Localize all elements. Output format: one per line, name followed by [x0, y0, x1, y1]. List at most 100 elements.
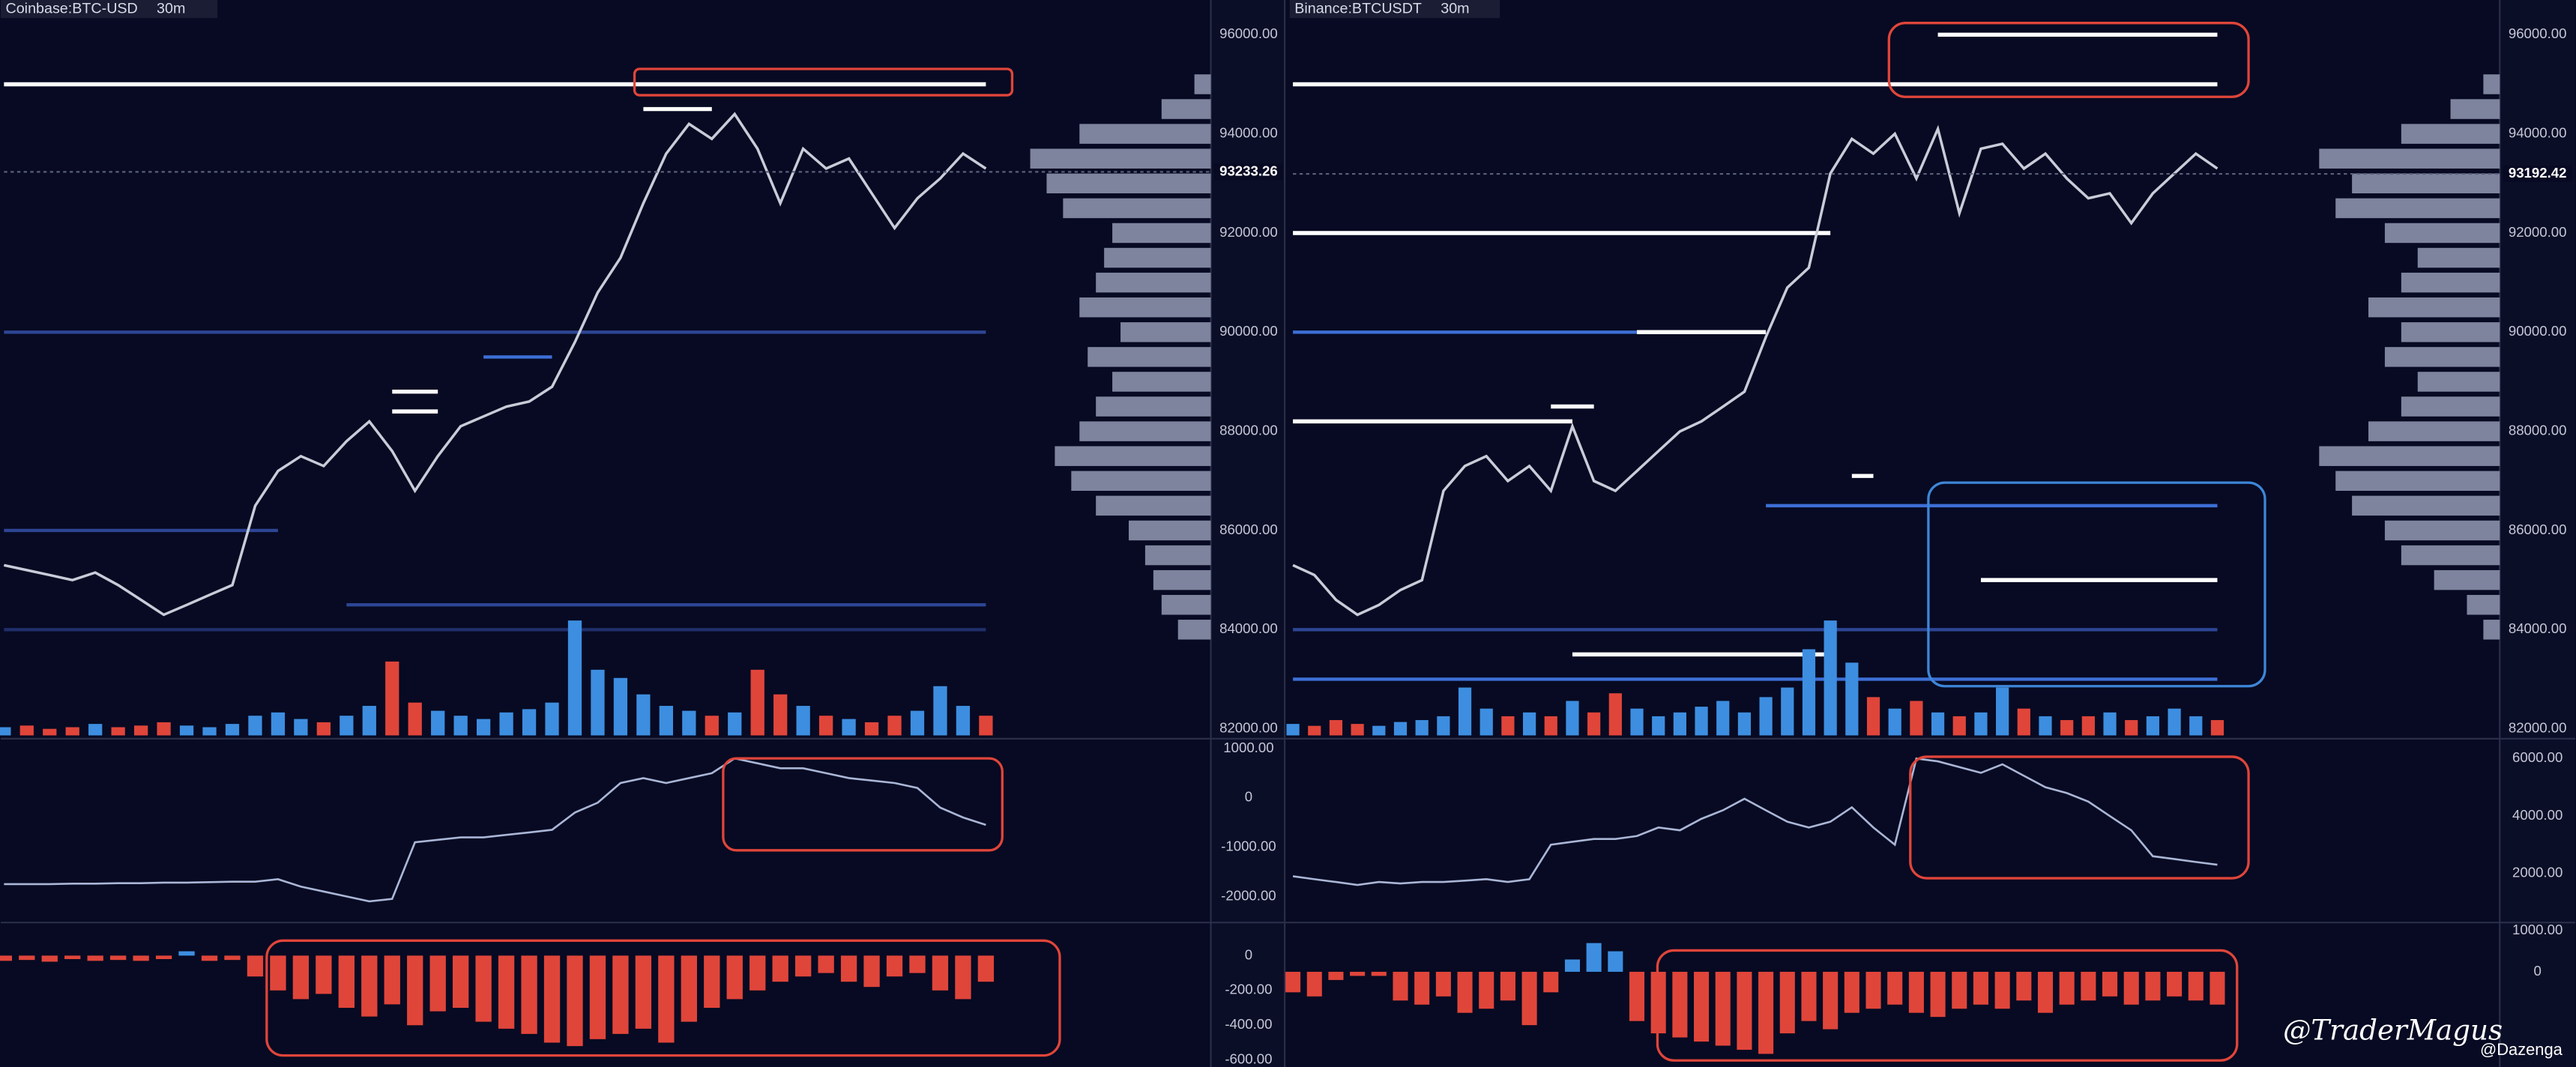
delta-bar [635, 955, 652, 1029]
delta-bar [498, 955, 515, 1029]
volume-bar [2146, 716, 2160, 736]
volume-profile-bar [2483, 74, 2500, 94]
volume-profile-bar [1112, 223, 1211, 244]
volume-profile-bar [1120, 322, 1211, 342]
volume-bar [1737, 712, 1752, 736]
volume-profile-bar [2335, 471, 2500, 492]
y-tick-label: 1000.00 [2512, 922, 2563, 937]
volume-bar [545, 702, 559, 736]
volume-bar [1888, 708, 1901, 736]
volume-profile-bar [2417, 372, 2500, 392]
delta-bar [1715, 971, 1731, 1046]
volume-bar [1286, 724, 1300, 736]
delta-bar [1629, 971, 1645, 1021]
volume-profile-bar [1096, 495, 1211, 516]
volume-bar [157, 722, 171, 736]
delta-bar [2081, 971, 2096, 1001]
delta-bar [1994, 971, 2010, 1009]
y-tick-label: 96000.00 [2509, 25, 2567, 41]
y-tick-label: 82000.00 [2509, 720, 2567, 736]
volume-bar [2168, 708, 2181, 736]
delta-bar [178, 951, 195, 956]
volume-bar [294, 719, 308, 736]
volume-bar [2039, 716, 2052, 736]
y-tick-label: -2000.00 [1221, 887, 1276, 903]
delta-bar [1586, 943, 1602, 972]
volume-profile-bar [1177, 620, 1211, 640]
volume-bar [1587, 712, 1601, 736]
volume-bar [1415, 720, 1429, 736]
volume-bar [522, 709, 537, 736]
delta-bar [1973, 971, 1988, 1005]
y-tick-label: 0 [2533, 963, 2541, 979]
delta-bar [1908, 971, 1924, 1013]
delta-bar [1930, 971, 1946, 1018]
y-tick-label: 96000.00 [1219, 25, 1278, 41]
volume-profile-bar [2368, 297, 2500, 318]
volume-profile-bar [2384, 520, 2500, 541]
volume-bar [1781, 687, 1794, 736]
annotation-box [1887, 22, 2250, 98]
delta-bar [1500, 971, 1515, 1001]
delta-bar [909, 955, 926, 973]
volume-profile-bar [2401, 545, 2500, 566]
volume-bar [316, 722, 331, 736]
delta-bar [338, 955, 355, 1009]
volume-bar [65, 727, 79, 736]
delta-bar [2037, 971, 2054, 1013]
delta-bar [977, 955, 995, 982]
volume-bar [1372, 725, 1386, 736]
volume-bar [2125, 720, 2138, 736]
volume-profile-bar [1088, 347, 1211, 367]
y-tick-label: -1000.00 [1221, 838, 1276, 853]
volume-profile-bar [2450, 99, 2500, 119]
volume-bar [818, 716, 833, 736]
volume-profile-bar [1096, 272, 1211, 293]
delta-bar [794, 955, 812, 977]
y-tick-label: 92000.00 [2509, 224, 2567, 240]
delta-bar [1737, 971, 1752, 1050]
interval[interactable]: 30m [1441, 0, 1469, 16]
volume-bar [1522, 712, 1536, 736]
volume-bar [248, 716, 262, 736]
volume-profile-bar [2401, 124, 2500, 144]
volume-profile-bar [1153, 569, 1211, 590]
last-price-label: 93233.26 [1219, 163, 1278, 178]
delta-bar [749, 955, 766, 991]
y-tick-label: 4000.00 [2512, 807, 2563, 823]
delta-bar [1479, 971, 1494, 1009]
volume-bar [1695, 707, 1708, 736]
volume-bar [1759, 697, 1773, 736]
delta-bar [1285, 971, 1301, 993]
volume-profile-bar [1030, 148, 1211, 169]
volume-bar [659, 706, 674, 736]
volume-bar [842, 719, 856, 736]
volume-bar [1910, 701, 1923, 736]
volume-profile-bar [2319, 446, 2500, 466]
volume-profile-bar [1055, 446, 1211, 466]
cvd-line [4, 757, 986, 903]
volume-bar [111, 727, 125, 736]
y-tick-label: 84000.00 [2509, 620, 2567, 636]
delta-bar [1350, 971, 1366, 976]
volume-profile-bar [2434, 569, 2500, 590]
volume-bar [1351, 724, 1364, 736]
volume-bar [1393, 722, 1408, 736]
y-tick-label: 0 [1245, 946, 1252, 962]
y-tick-label: 0 [1245, 789, 1252, 805]
volume-bar [1458, 687, 1472, 736]
volume-profile-bar [1161, 99, 1211, 119]
delta-bar [1543, 971, 1559, 993]
volume-bar [864, 722, 879, 736]
volume-profile-bar [1096, 396, 1211, 417]
y-tick-label: 82000.00 [1219, 720, 1278, 736]
volume-bar [636, 694, 651, 736]
delta-bar [270, 955, 286, 991]
volume-bar [1996, 687, 2009, 736]
interval[interactable]: 30m [157, 0, 185, 16]
delta-bar [1694, 971, 1710, 1042]
volume-bar [1673, 712, 1686, 736]
y-tick-label: 90000.00 [1219, 323, 1278, 339]
y-tick-label: 94000.00 [2509, 125, 2567, 141]
volume-bar [362, 706, 376, 736]
